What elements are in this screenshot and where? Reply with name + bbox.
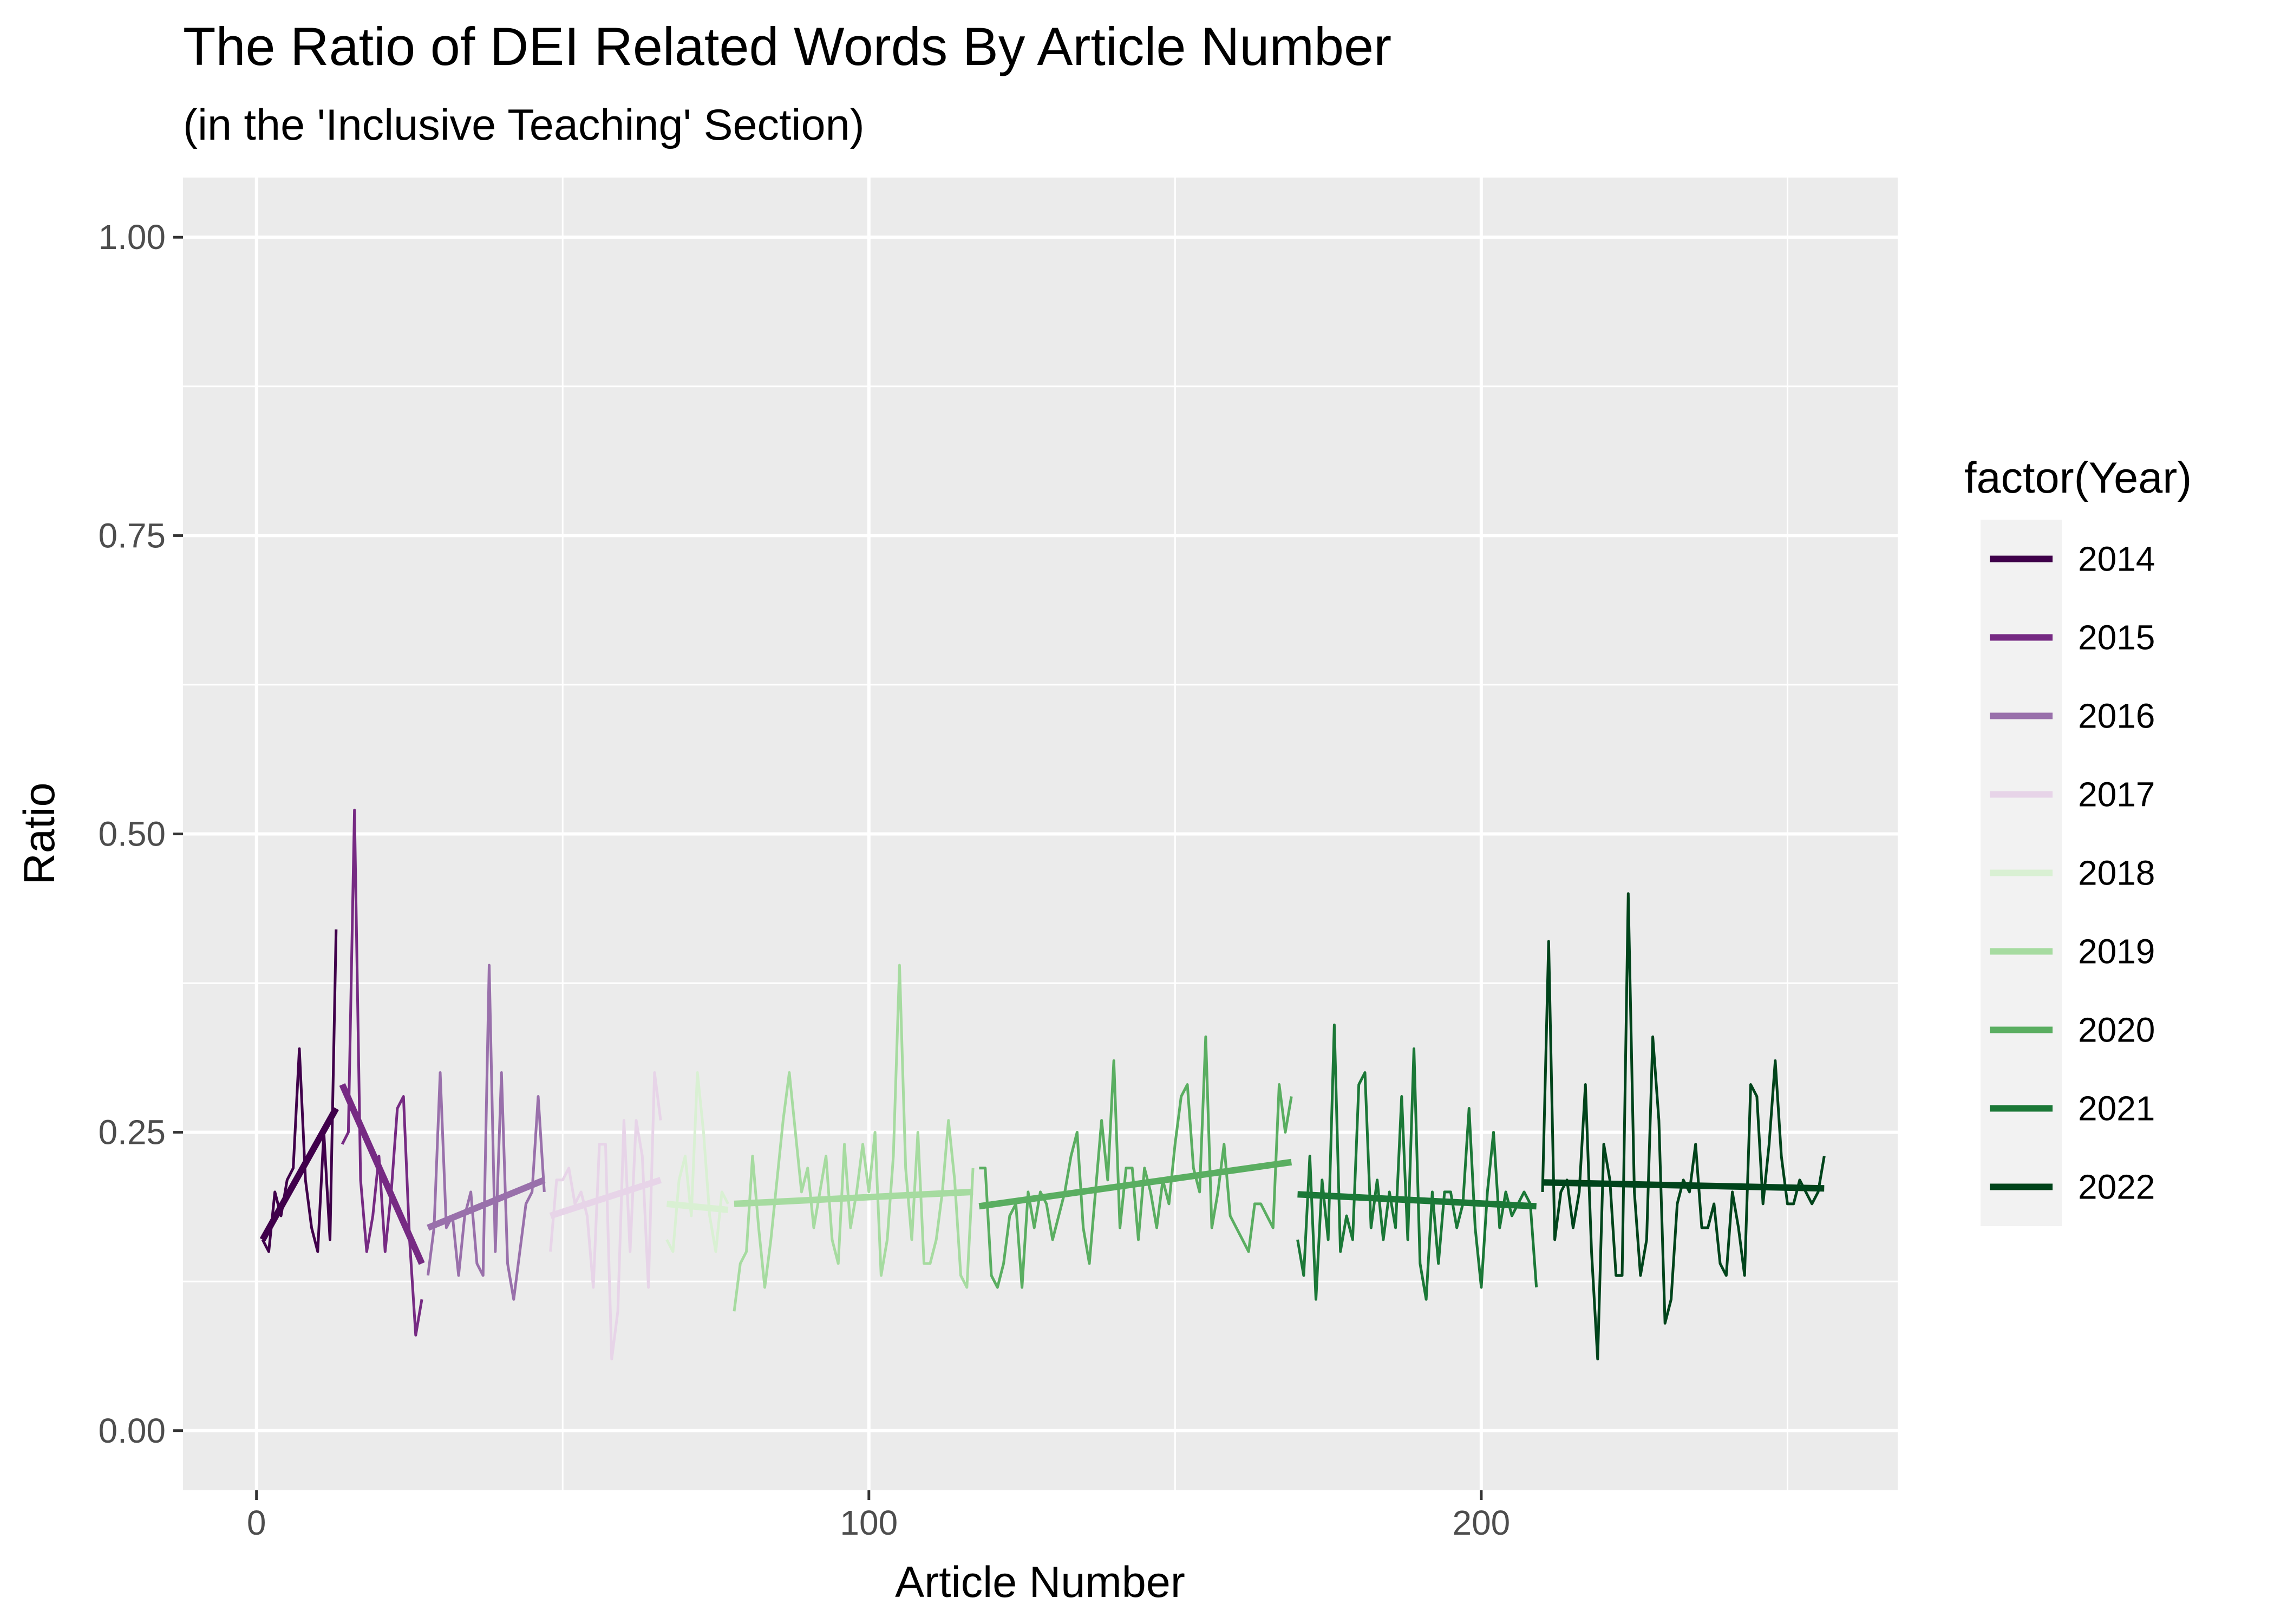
- y-tick-label: 0.00: [98, 1411, 166, 1450]
- x-axis-title: Article Number: [895, 1558, 1185, 1607]
- x-axis: 0 100 200: [247, 1490, 1510, 1542]
- trend-line-2018: [666, 1200, 729, 1213]
- y-tick-label: 1.00: [98, 218, 166, 257]
- series-line-2021: [1296, 1023, 1538, 1301]
- series-line-2017: [549, 1071, 662, 1360]
- series-line-2022: [1541, 892, 1826, 1360]
- legend-label-2016: 2016: [2078, 697, 2155, 736]
- chart-subtitle: (in the 'Inclusive Teaching' Section): [183, 101, 865, 149]
- trend-line-2017: [549, 1177, 662, 1219]
- series-line-2015: [341, 808, 423, 1337]
- legend: 2014 2015 2016 2017 2018 2019 2020 2021 2022: [1981, 520, 2155, 1226]
- y-axis: 0.00 0.25 0.50 0.75 1.00: [98, 218, 183, 1450]
- trend-line-2021: [1297, 1191, 1537, 1210]
- legend-title: factor(Year): [1964, 454, 2192, 502]
- y-tick-label: 0.50: [98, 815, 166, 854]
- x-tick-label: 0: [247, 1503, 266, 1542]
- series-layer: [259, 808, 1826, 1360]
- x-tick-label: 100: [840, 1503, 898, 1542]
- series-line-2020: [979, 1035, 1293, 1289]
- legend-label-2022: 2022: [2078, 1168, 2155, 1207]
- legend-label-2014: 2014: [2078, 540, 2155, 579]
- trend-line-2022: [1542, 1179, 1825, 1192]
- series-line-2016: [426, 964, 546, 1301]
- y-tick-label: 0.25: [98, 1113, 166, 1152]
- legend-label-2020: 2020: [2078, 1011, 2155, 1050]
- y-tick-label: 0.75: [98, 516, 166, 555]
- series-line-2019: [733, 964, 975, 1312]
- legend-label-2017: 2017: [2078, 775, 2155, 814]
- trend-line-2014: [259, 1106, 339, 1241]
- legend-label-2015: 2015: [2078, 618, 2155, 657]
- trend-line-2019: [734, 1188, 973, 1207]
- y-axis-title: Ratio: [15, 782, 64, 885]
- x-tick-label: 200: [1452, 1503, 1510, 1542]
- legend-label-2018: 2018: [2078, 854, 2155, 893]
- trend-line-2020: [978, 1158, 1292, 1210]
- chart-title: The Ratio of DEI Related Words By Articl…: [183, 16, 1391, 76]
- legend-label-2021: 2021: [2078, 1089, 2155, 1128]
- trend-line-2016: [427, 1177, 546, 1231]
- trend-line-2015: [339, 1083, 425, 1265]
- legend-label-2019: 2019: [2078, 932, 2155, 971]
